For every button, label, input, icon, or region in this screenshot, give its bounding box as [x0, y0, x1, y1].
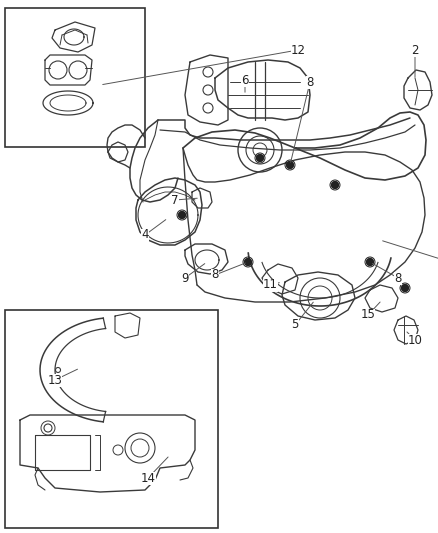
Text: 9: 9: [181, 271, 189, 285]
Text: 7: 7: [171, 193, 179, 206]
Text: 14: 14: [141, 472, 155, 484]
Text: 15: 15: [360, 309, 375, 321]
Text: 5: 5: [291, 319, 299, 332]
Circle shape: [286, 161, 293, 168]
Circle shape: [367, 259, 374, 265]
Circle shape: [332, 182, 339, 189]
Text: 12: 12: [290, 44, 305, 56]
Text: 4: 4: [141, 229, 149, 241]
Text: 13: 13: [48, 374, 63, 386]
Text: 2: 2: [411, 44, 419, 56]
Bar: [5, 8, 145, 147]
Text: 10: 10: [408, 334, 422, 346]
Text: 8: 8: [306, 76, 314, 88]
Text: 8: 8: [211, 269, 219, 281]
Bar: [5, 310, 218, 528]
Circle shape: [179, 212, 186, 219]
Text: 8: 8: [394, 271, 402, 285]
Text: 11: 11: [262, 279, 278, 292]
Circle shape: [257, 155, 264, 161]
Circle shape: [244, 259, 251, 265]
Text: 6: 6: [241, 74, 249, 86]
Circle shape: [402, 285, 409, 292]
